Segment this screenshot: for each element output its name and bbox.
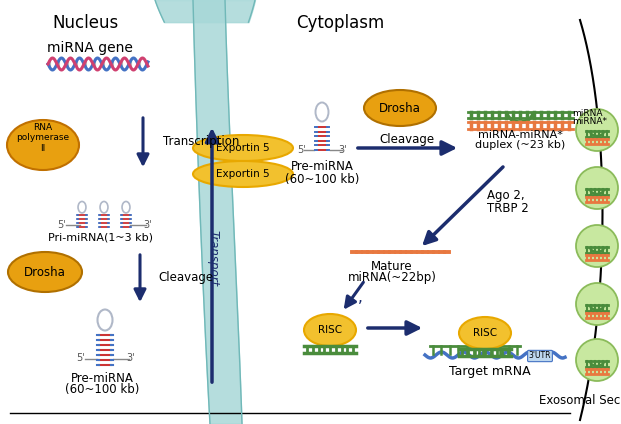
Text: Pri-miRNA(1~3 kb): Pri-miRNA(1~3 kb): [47, 232, 153, 242]
Text: Cleavage: Cleavage: [379, 134, 435, 147]
Text: Cytoplasm: Cytoplasm: [296, 14, 384, 32]
Text: miRNA-miRNA*: miRNA-miRNA*: [478, 130, 563, 140]
Text: miRNA: miRNA: [572, 109, 602, 117]
Text: Drosha: Drosha: [379, 101, 421, 114]
Ellipse shape: [7, 120, 79, 170]
Ellipse shape: [576, 283, 618, 325]
Ellipse shape: [576, 225, 618, 267]
Text: 5': 5': [58, 220, 66, 230]
Text: 3': 3': [143, 220, 152, 230]
Ellipse shape: [304, 314, 356, 346]
Text: Drosha: Drosha: [24, 265, 66, 279]
Text: Ago 2,: Ago 2,: [487, 190, 525, 203]
Ellipse shape: [193, 135, 293, 161]
Text: RNA
polymerase
II: RNA polymerase II: [16, 123, 70, 153]
Text: 5': 5': [297, 145, 306, 155]
Text: Exportin 5: Exportin 5: [216, 169, 270, 179]
Text: Exosomal Secretion: Exosomal Secretion: [539, 393, 621, 407]
Text: 3': 3': [338, 145, 347, 155]
Text: 3'UTR: 3'UTR: [528, 351, 551, 360]
Ellipse shape: [459, 317, 511, 349]
Text: Target mRNA: Target mRNA: [449, 365, 531, 379]
Text: Exportin 5: Exportin 5: [216, 143, 270, 153]
Text: TRBP 2: TRBP 2: [487, 201, 528, 215]
Ellipse shape: [576, 109, 618, 151]
Text: (60~100 kb): (60~100 kb): [65, 383, 139, 396]
Text: miRNA*: miRNA*: [572, 117, 607, 126]
Text: 5': 5': [76, 353, 85, 363]
Ellipse shape: [576, 167, 618, 209]
Ellipse shape: [364, 90, 436, 126]
Text: (60~100 kb): (60~100 kb): [285, 173, 359, 186]
Text: RISC: RISC: [318, 325, 342, 335]
Text: Transcription: Transcription: [163, 136, 239, 148]
Text: Mature: Mature: [371, 259, 413, 273]
Text: ,: ,: [358, 290, 363, 306]
Text: miRNA(~22bp): miRNA(~22bp): [348, 271, 437, 285]
Text: Pre-miRNA: Pre-miRNA: [291, 161, 353, 173]
Text: 3': 3': [127, 353, 135, 363]
Ellipse shape: [193, 161, 293, 187]
Text: duplex (~23 kb): duplex (~23 kb): [475, 140, 565, 150]
Text: Nucleus: Nucleus: [52, 14, 118, 32]
Text: Transport: Transport: [207, 230, 219, 286]
Text: Cleavage: Cleavage: [158, 271, 213, 285]
Ellipse shape: [8, 252, 82, 292]
Text: RISC: RISC: [473, 328, 497, 338]
Text: miRNA gene: miRNA gene: [47, 41, 133, 55]
Ellipse shape: [576, 339, 618, 381]
Text: Pre-miRNA: Pre-miRNA: [71, 371, 134, 385]
